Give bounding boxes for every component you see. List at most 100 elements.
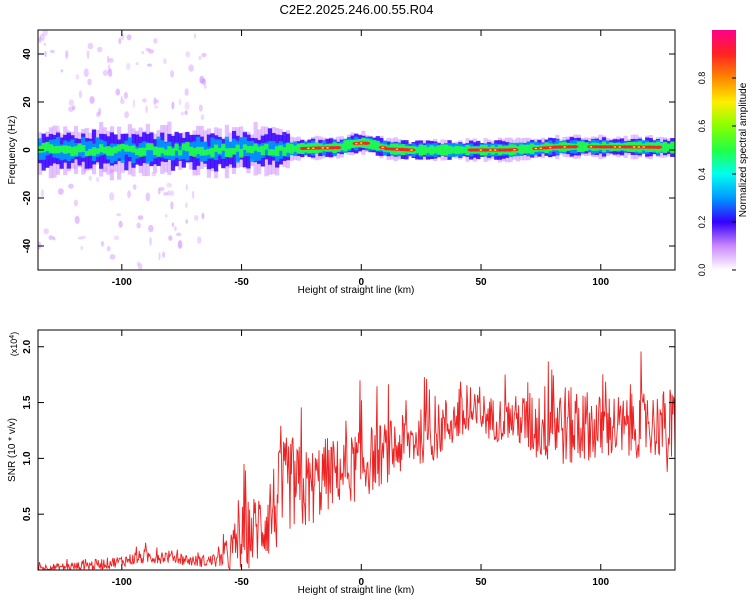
spectrogram-noise-cell: [81, 235, 87, 239]
spectrogram-band-cell: [160, 147, 165, 154]
spectrogram-band-cell: [45, 141, 50, 151]
spectrogram-band-cell: [339, 143, 344, 151]
spectrogram-noise-cell: [65, 50, 69, 59]
spectrogram-band-cell: [170, 148, 176, 156]
spectrogram-noise-cell: [198, 104, 203, 112]
spectrogram-band-cell: [203, 149, 208, 156]
spectrogram-peak-core: [642, 146, 646, 148]
spectrogram-noise-cell: [162, 251, 166, 258]
spectrogram-noise-cell: [148, 224, 154, 233]
spectrogram-noise-cell: [48, 235, 54, 240]
spectrogram-peak-core: [355, 142, 358, 145]
spectrogram-band-cell: [224, 148, 229, 157]
spectrogram-band-cell: [88, 148, 93, 156]
spectrogram-band-cell: [55, 145, 61, 154]
spectrogram-peak-core: [321, 147, 325, 149]
spectrogram-noise-cell: [176, 232, 182, 237]
spectrogram-band-cell: [289, 143, 294, 154]
spectrogram-noise-cell: [75, 74, 80, 80]
spectrogram-x-tick-label: -50: [234, 277, 249, 288]
spectrogram-band-cell: [375, 141, 380, 151]
spectrogram-noise-cell: [170, 190, 175, 197]
spectrogram-noise-cell: [118, 220, 123, 228]
spectrogram-noise-cell: [171, 222, 175, 227]
spectrogram-band-cell: [522, 144, 528, 154]
spectrogram-noise-cell: [87, 42, 94, 50]
spectrogram-noise-cell: [185, 219, 188, 224]
spectrogram-noise-cell: [191, 190, 195, 199]
spectrogram-noise-cell: [136, 261, 141, 267]
spectrogram-noise-cell: [135, 62, 139, 66]
spectrogram-noise-cell: [74, 215, 80, 224]
spectrogram-noise-cell: [71, 105, 76, 111]
spectrogram-noise-cell: [49, 49, 55, 54]
spectrogram-band-cell: [249, 146, 255, 154]
spectrogram-noise-cell: [43, 228, 49, 235]
spectrogram-noise-cell: [201, 53, 207, 58]
spectrogram-peak-core: [539, 147, 543, 149]
spectrogram-noise-cell: [108, 68, 113, 78]
spectrogram-noise-cell: [194, 33, 197, 39]
spectrogram-y-tick-label: -20: [22, 190, 33, 205]
spectrogram-band-cell: [343, 140, 348, 152]
spectrogram-noise-cell: [132, 184, 137, 190]
spectrogram-noise-cell: [145, 105, 148, 114]
spectrogram-band-cell: [99, 144, 104, 153]
spectrogram-peak-core: [632, 146, 636, 148]
spectrogram-band-cell: [267, 140, 273, 157]
spectrogram-noise-cell: [141, 51, 145, 55]
spectrogram-band-cell: [231, 148, 237, 155]
spectrogram-band-cell: [88, 140, 93, 155]
spectrogram-band-cell: [145, 143, 150, 151]
spectrogram-band-cell: [519, 144, 524, 155]
spectrogram-x-tick-label: 0: [359, 277, 365, 288]
spectrogram-band-cell: [415, 146, 420, 154]
snr-y-exponent: (x104): [9, 332, 19, 356]
spectrogram-noise-cell: [201, 212, 205, 220]
spectrogram-noise-cell: [199, 78, 206, 84]
spectrogram-noise-cell: [38, 36, 42, 44]
spectrogram-noise-cell: [127, 190, 131, 199]
spectrogram-noise-cell: [43, 42, 47, 46]
spectrogram-y-tick-label: 40: [22, 48, 33, 60]
spectrogram-noise-cell: [185, 183, 188, 191]
spectrogram-band-cell: [422, 144, 427, 156]
spectrogram-noise-cell: [137, 263, 143, 270]
spectrogram-band-cell: [84, 150, 89, 157]
snr-panel: -100 -50 0 50 100 0.5 1.0 1.5 2.0 Height of stra…: [7, 329, 676, 596]
spectrogram-noise-cell: [96, 177, 100, 183]
spectrogram-band-cell: [235, 144, 240, 152]
spectrogram-noise-cell: [52, 236, 56, 241]
spectrogram-band-cell: [673, 142, 675, 153]
spectrogram-peak-core: [589, 145, 593, 148]
spectrogram-noise-cell: [154, 105, 158, 109]
spectrogram-noise-cell: [164, 214, 168, 218]
spectrogram-band-cell: [196, 146, 201, 155]
spectrogram-noise-cell: [163, 192, 169, 196]
spectrogram-band-cell: [231, 138, 237, 155]
spectrogram-band-cell: [461, 146, 467, 154]
spectrogram-noise-cell: [120, 96, 123, 101]
spectrogram-band-cell: [235, 140, 240, 163]
spectrogram-band-cell: [163, 149, 168, 156]
colorbar-tick-label: 0.8: [697, 72, 707, 85]
spectrogram-band-cell: [275, 146, 280, 157]
spectrogram-band-cell: [666, 143, 671, 152]
spectrogram-band-cell: [192, 148, 197, 157]
colorbar: 0.0 0.2 0.4 0.6 0.8 Normalized spectral ampl…: [697, 30, 749, 276]
spectrogram-peak-core: [493, 149, 497, 151]
spectrogram-noise-cell: [96, 46, 103, 53]
spectrogram-peak-cell: [570, 145, 579, 149]
spectrogram-band-cell: [663, 141, 668, 153]
spectrogram-noise-cell: [177, 240, 182, 250]
spectrogram-band-cell: [260, 145, 265, 156]
spectrogram-noise-cell: [199, 75, 205, 84]
spectrogram-band-cell: [167, 146, 172, 156]
spectrogram-noise-cell: [168, 235, 173, 241]
spectrogram-noise-cell: [145, 47, 151, 52]
spectrogram-peak-core: [311, 147, 315, 149]
spectrogram-band-cell: [418, 144, 423, 156]
spectrogram-band-cell: [66, 145, 71, 154]
spectrogram-noise-cell: [125, 62, 131, 71]
spectrogram-noise-cell: [147, 63, 152, 67]
